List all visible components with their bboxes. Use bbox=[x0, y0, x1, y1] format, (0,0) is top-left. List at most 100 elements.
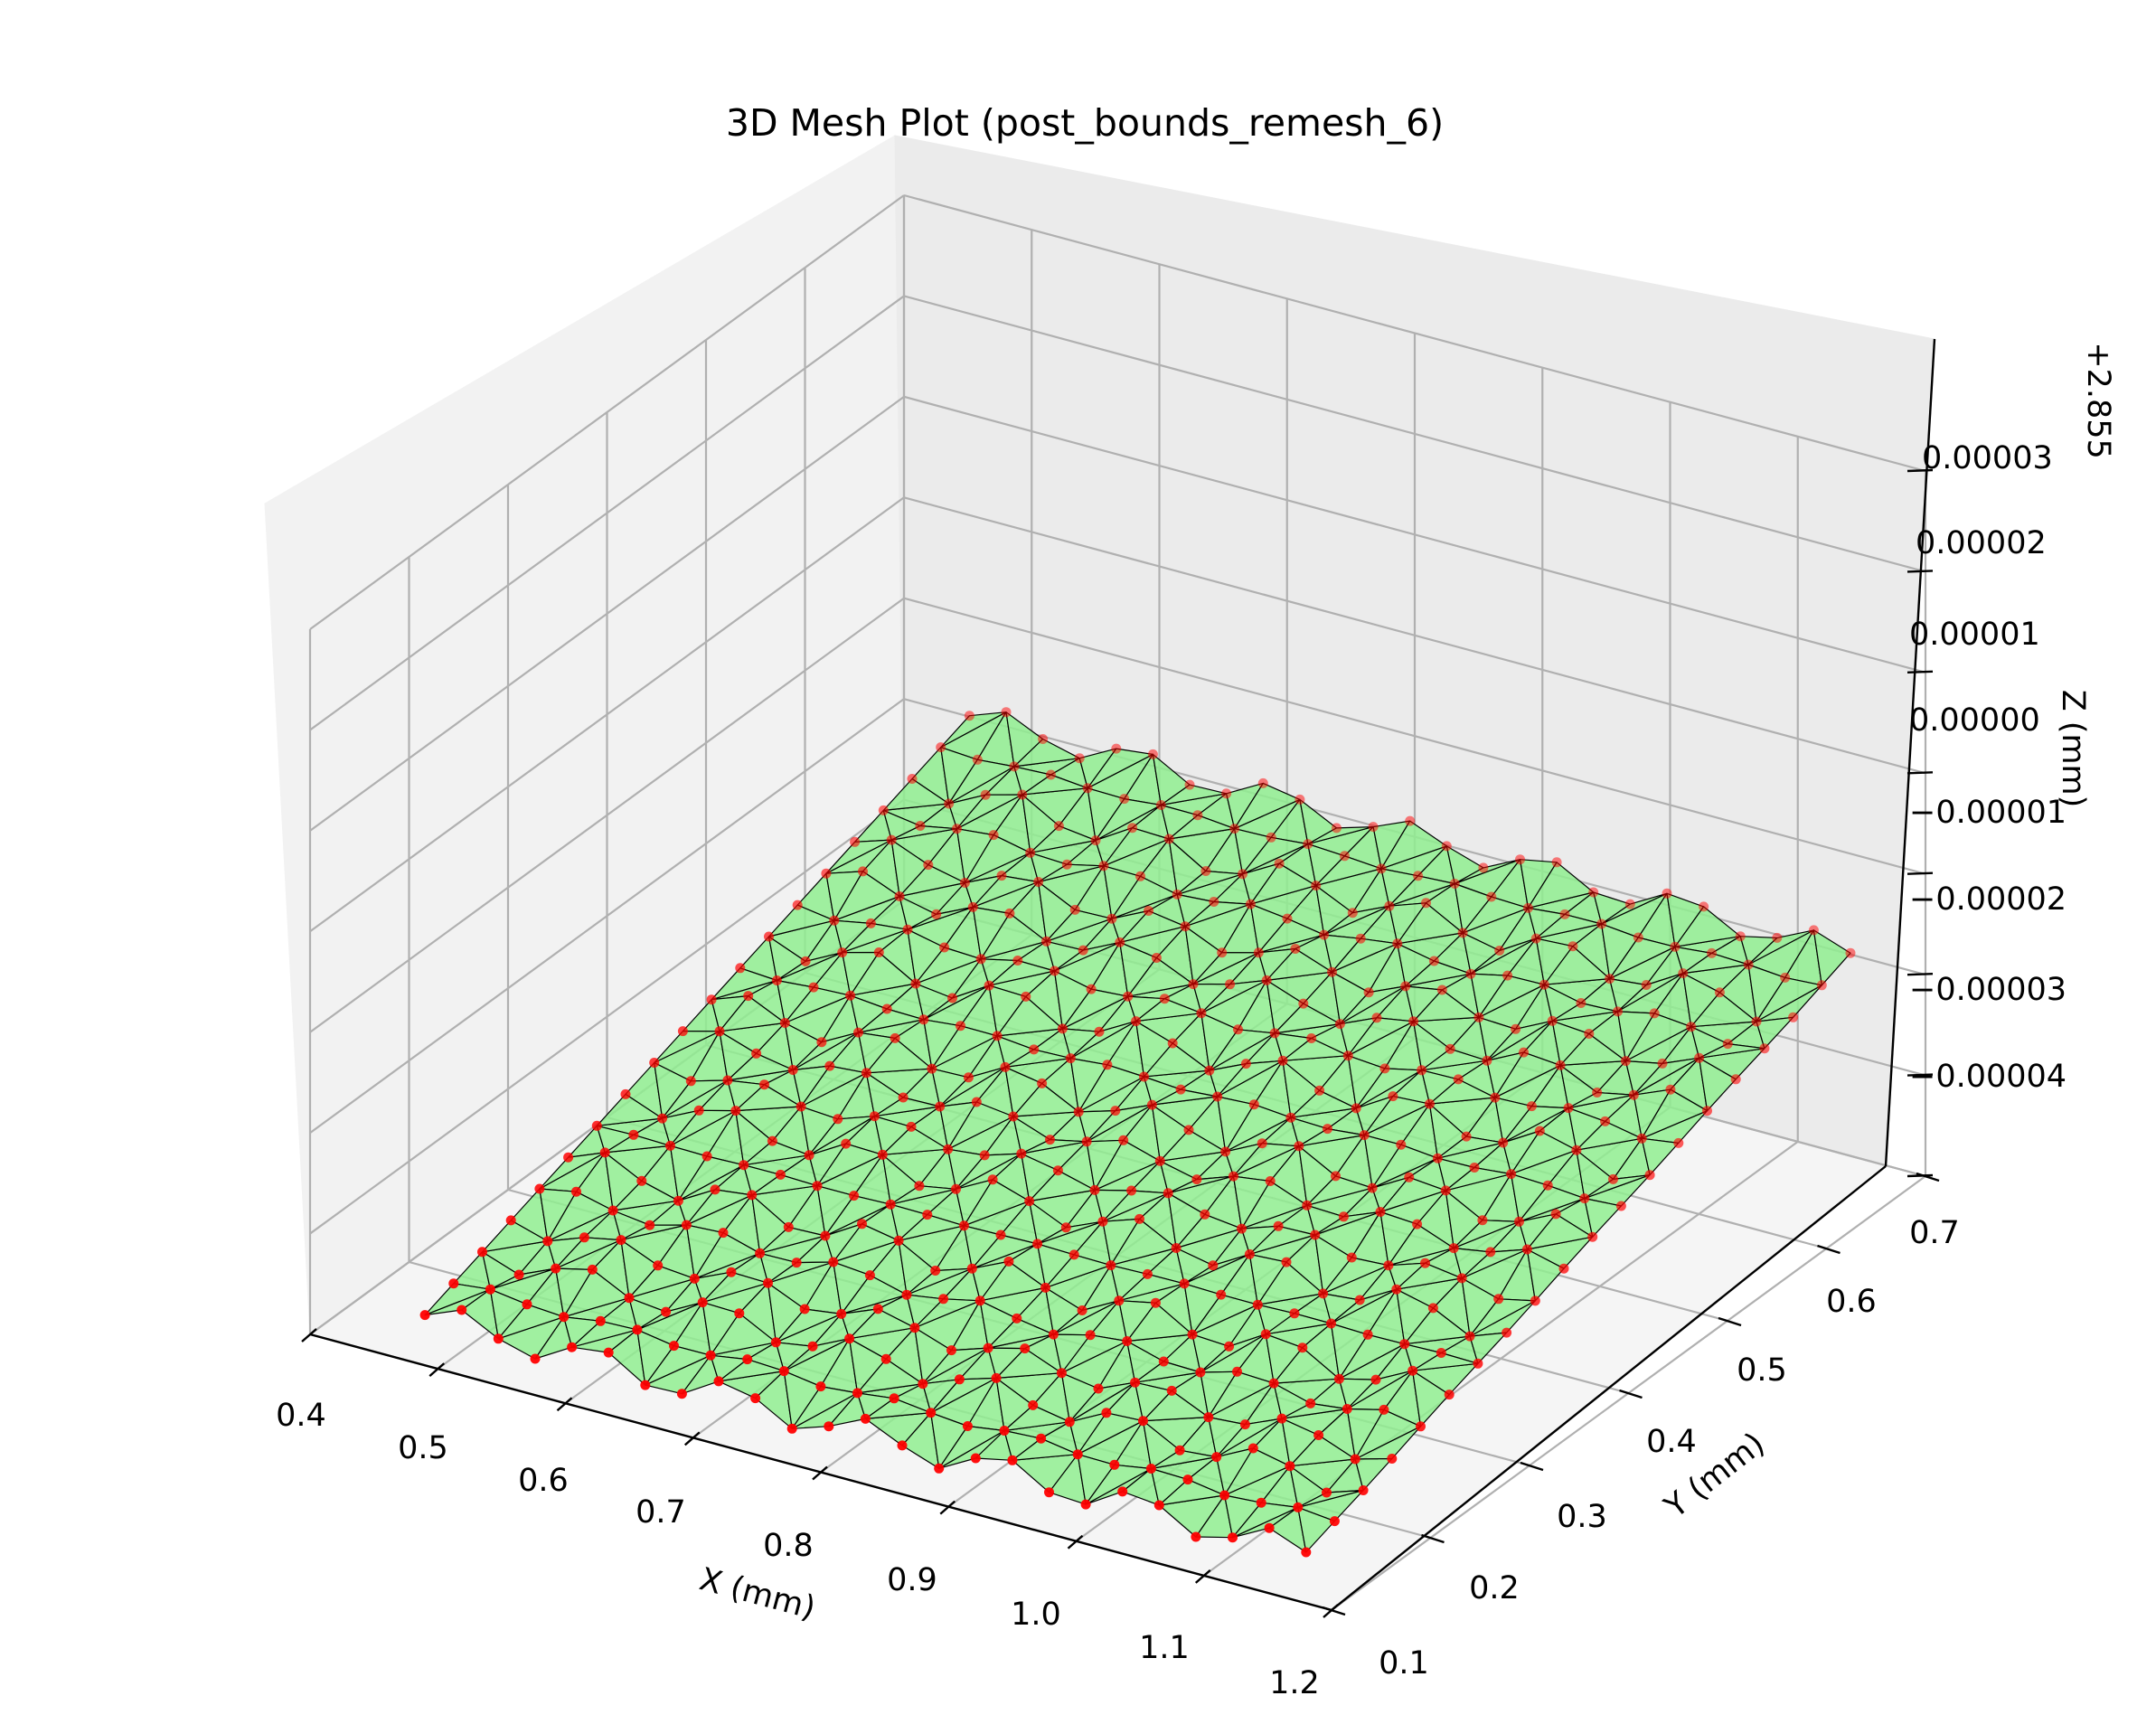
mesh-triangle bbox=[1142, 1390, 1210, 1422]
mesh-point bbox=[1408, 1016, 1419, 1027]
mesh-point bbox=[1347, 908, 1358, 919]
mesh-triangle bbox=[1354, 1457, 1393, 1492]
mesh-point bbox=[1028, 1399, 1039, 1410]
mesh-point bbox=[1342, 1404, 1352, 1414]
mesh-triangle bbox=[791, 1385, 859, 1429]
mesh-point bbox=[587, 1264, 598, 1275]
mesh-triangle bbox=[1257, 1261, 1324, 1305]
mesh-point bbox=[1673, 1137, 1684, 1148]
mesh-triangle bbox=[1478, 975, 1545, 1019]
mesh-point bbox=[1412, 1219, 1423, 1229]
mesh-point bbox=[954, 1374, 965, 1385]
mesh-point bbox=[1285, 1461, 1295, 1472]
mesh-triangle bbox=[914, 1298, 981, 1329]
mesh-point bbox=[1225, 979, 1236, 990]
z-gridline bbox=[309, 597, 905, 1033]
y-tick-label: 0.2 bbox=[1469, 1570, 1520, 1606]
mesh-point bbox=[1405, 815, 1416, 826]
y-tick-label: 0.7 bbox=[1909, 1215, 1960, 1251]
z-tick-mark bbox=[1907, 670, 1934, 674]
mesh-point bbox=[1171, 1243, 1182, 1253]
mesh-point bbox=[1046, 769, 1056, 780]
mesh-point bbox=[1069, 1249, 1079, 1260]
mesh-point bbox=[1167, 1038, 1178, 1049]
mesh-triangle bbox=[1346, 1370, 1414, 1410]
z-gridline bbox=[903, 193, 1926, 473]
mesh-point bbox=[419, 1310, 430, 1321]
mesh-point bbox=[1568, 941, 1578, 952]
mesh-point bbox=[1530, 1295, 1540, 1306]
mesh-point bbox=[1339, 851, 1350, 862]
mesh-point bbox=[1175, 1084, 1186, 1095]
mesh-point bbox=[1037, 1078, 1048, 1088]
mesh-point bbox=[918, 1014, 929, 1025]
mesh-point bbox=[1228, 1532, 1238, 1543]
mesh-point bbox=[923, 860, 934, 871]
mesh-triangle bbox=[1551, 1002, 1619, 1022]
mesh-triangle bbox=[1281, 1402, 1348, 1419]
mesh-point bbox=[1498, 1137, 1509, 1148]
mesh-triangle bbox=[1217, 1060, 1284, 1098]
mesh-point bbox=[894, 891, 905, 901]
x-tick-label: 0.4 bbox=[276, 1398, 326, 1434]
mesh-point bbox=[1477, 1215, 1488, 1226]
mesh-triangle bbox=[1241, 836, 1309, 875]
mesh-point bbox=[1845, 947, 1856, 958]
mesh-triangle bbox=[1086, 1104, 1153, 1143]
mesh-point bbox=[931, 909, 942, 919]
mesh-point bbox=[1346, 1252, 1357, 1263]
mesh-point bbox=[1269, 1028, 1280, 1039]
mesh-point bbox=[1240, 1059, 1251, 1069]
mesh-point bbox=[1050, 966, 1059, 976]
mesh-point bbox=[1302, 1200, 1313, 1211]
mesh-triangle bbox=[841, 1274, 908, 1315]
mesh-point bbox=[1089, 1184, 1100, 1195]
mesh-point bbox=[1102, 1060, 1113, 1070]
mesh-triangle bbox=[792, 1032, 860, 1071]
mesh-point bbox=[1029, 1044, 1040, 1055]
mesh-triangle bbox=[1354, 1408, 1422, 1460]
mesh-point bbox=[1427, 1303, 1438, 1314]
mesh-triangle bbox=[931, 1025, 998, 1069]
mesh-triangle bbox=[776, 951, 843, 982]
mesh-triangle bbox=[751, 1173, 818, 1196]
mesh-point bbox=[1485, 1247, 1496, 1258]
mesh-point bbox=[812, 1181, 823, 1192]
mesh-point bbox=[850, 836, 861, 847]
mesh-point bbox=[1515, 854, 1525, 865]
mesh-point bbox=[1163, 834, 1174, 844]
mesh-point bbox=[713, 1376, 724, 1387]
mesh-point bbox=[1130, 1377, 1141, 1388]
mesh-triangle bbox=[1616, 972, 1684, 1013]
mesh-point bbox=[816, 1037, 827, 1048]
mesh-point bbox=[1338, 1211, 1349, 1222]
mesh-triangle bbox=[865, 1037, 933, 1074]
mesh-triangle bbox=[1176, 870, 1244, 896]
mesh-point bbox=[505, 1215, 516, 1226]
z-tick-mark bbox=[1907, 468, 1934, 473]
mesh-triangle bbox=[955, 1153, 1022, 1190]
mesh-point bbox=[1238, 869, 1247, 880]
z-tick-label: 0.00002 bbox=[1916, 525, 2047, 561]
mesh-triangle bbox=[1322, 1257, 1389, 1295]
mesh-triangle bbox=[693, 1231, 761, 1280]
mesh-triangle bbox=[1223, 1447, 1291, 1496]
mesh-point bbox=[1114, 1295, 1125, 1306]
mesh-point bbox=[1297, 1342, 1308, 1353]
mesh-point bbox=[1387, 1454, 1398, 1464]
mesh-point bbox=[1221, 788, 1232, 799]
mesh-point bbox=[1530, 933, 1541, 944]
mesh-triangle bbox=[1061, 988, 1129, 1030]
mesh-triangle bbox=[570, 1320, 638, 1348]
mesh-point bbox=[1420, 1258, 1430, 1268]
mesh-point bbox=[1441, 841, 1452, 852]
mesh-triangle bbox=[1388, 1223, 1455, 1267]
mesh-point bbox=[1216, 1289, 1227, 1300]
mesh-triangle bbox=[685, 1189, 753, 1226]
mesh-triangle bbox=[1078, 1064, 1145, 1113]
mesh-point bbox=[796, 1101, 806, 1112]
mesh-point bbox=[1061, 859, 1072, 870]
mesh-point bbox=[1131, 1016, 1142, 1027]
z-gridline bbox=[309, 194, 905, 630]
mesh-triangle bbox=[1021, 1138, 1087, 1154]
